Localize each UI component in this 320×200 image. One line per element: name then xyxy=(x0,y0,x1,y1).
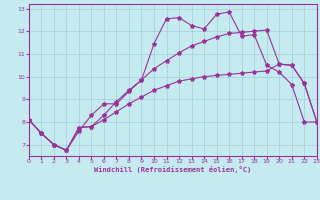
X-axis label: Windchill (Refroidissement éolien,°C): Windchill (Refroidissement éolien,°C) xyxy=(94,166,252,173)
